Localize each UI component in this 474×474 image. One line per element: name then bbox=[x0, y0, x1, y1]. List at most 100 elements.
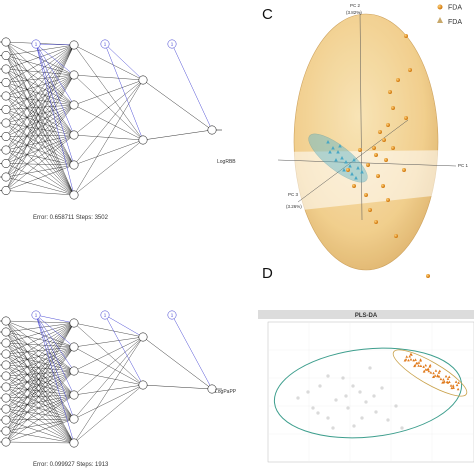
data-point-group1 bbox=[404, 116, 408, 120]
neuron bbox=[1, 105, 11, 114]
data-point-group1 bbox=[346, 168, 350, 172]
bias-edge bbox=[171, 43, 213, 131]
data-point-gray bbox=[341, 376, 345, 380]
data-point-gray bbox=[386, 418, 390, 422]
neuron bbox=[1, 415, 11, 425]
neuron bbox=[138, 380, 148, 390]
bias-node bbox=[31, 310, 41, 320]
neuron bbox=[1, 437, 11, 447]
weight-edge bbox=[5, 136, 75, 196]
data-point-group2 bbox=[336, 150, 340, 154]
weight-edge bbox=[5, 134, 75, 164]
data-point-group1 bbox=[382, 138, 386, 142]
weight-edge bbox=[5, 394, 75, 399]
data-point-gray bbox=[331, 426, 335, 430]
weight-edge bbox=[5, 55, 75, 196]
data-point-orange bbox=[429, 371, 433, 374]
data-point-gray bbox=[364, 400, 368, 404]
data-point-group2 bbox=[338, 144, 342, 148]
legend-orange-marker bbox=[437, 4, 443, 10]
data-point-group1 bbox=[378, 130, 382, 134]
weight-edge bbox=[73, 79, 144, 196]
weight-edge bbox=[5, 164, 75, 191]
bias-node bbox=[100, 39, 110, 49]
pc2-axis bbox=[359, 11, 363, 221]
weight-edge bbox=[5, 134, 75, 178]
data-point-orange bbox=[444, 374, 448, 378]
data-point-gray bbox=[351, 384, 355, 388]
data-point-group1 bbox=[386, 198, 390, 202]
weight-edge bbox=[5, 44, 75, 137]
weight-edge bbox=[5, 109, 75, 196]
weight-edge bbox=[5, 134, 75, 191]
neuron bbox=[1, 316, 11, 326]
data-point-orange bbox=[417, 364, 420, 367]
data-point-orange bbox=[445, 380, 449, 383]
plot-area bbox=[267, 321, 474, 463]
weight-edge bbox=[5, 346, 75, 355]
plsda-title: PLS-DA bbox=[355, 313, 378, 319]
data-point-gray bbox=[311, 406, 315, 410]
weight-edge bbox=[5, 104, 75, 164]
data-point-orange bbox=[412, 358, 415, 362]
neuron bbox=[69, 190, 79, 200]
weight-edge bbox=[5, 370, 75, 421]
neuron bbox=[1, 327, 11, 337]
data-point-group1 bbox=[391, 146, 395, 150]
bias-label: 1 bbox=[104, 42, 107, 47]
weight-edge bbox=[73, 384, 144, 420]
weight-edge bbox=[5, 136, 75, 166]
weight-edge bbox=[5, 44, 75, 178]
bias-edge bbox=[35, 43, 75, 136]
bias-node bbox=[100, 310, 110, 320]
weight-edge bbox=[73, 79, 144, 166]
data-point-group1 bbox=[384, 158, 388, 162]
data-point-gray bbox=[358, 390, 362, 394]
weight-edge bbox=[5, 104, 75, 137]
data-point-orange bbox=[410, 353, 413, 356]
weight-edge bbox=[5, 149, 75, 196]
neuron bbox=[1, 338, 11, 348]
data-point-gray bbox=[296, 396, 300, 400]
weight-edge bbox=[5, 322, 75, 333]
weight-edge bbox=[5, 375, 75, 396]
data-point-group2 bbox=[350, 172, 354, 176]
panel-c-letter: C bbox=[262, 6, 273, 23]
data-point-orange bbox=[437, 375, 441, 378]
weight-edge bbox=[73, 384, 144, 444]
neural-network-a: 1 1 1 LogRBB bbox=[0, 37, 236, 200]
weight-edge bbox=[5, 364, 75, 444]
neuron bbox=[69, 70, 79, 80]
neuron bbox=[69, 318, 79, 328]
data-point-group2 bbox=[328, 150, 332, 154]
weight-edge bbox=[5, 370, 75, 443]
bias-edge bbox=[104, 43, 144, 81]
weight-edge bbox=[5, 55, 75, 136]
data-point-group1 bbox=[408, 68, 412, 72]
data-point-group1 bbox=[376, 174, 380, 178]
legend-item-2: FDA bbox=[448, 19, 462, 26]
weight-edge bbox=[5, 394, 75, 410]
neuron bbox=[1, 186, 11, 195]
neuron bbox=[138, 332, 148, 342]
data-point-group1 bbox=[426, 274, 430, 278]
data-point-orange bbox=[426, 367, 430, 371]
weight-edge bbox=[5, 353, 75, 372]
legend-item-1: FDA bbox=[448, 5, 462, 12]
bias-edge bbox=[171, 314, 213, 390]
weight-edge bbox=[5, 149, 75, 166]
weight-edge bbox=[5, 74, 75, 97]
weight-edge bbox=[5, 44, 75, 83]
weight-edge bbox=[73, 79, 144, 106]
neuron bbox=[138, 75, 148, 85]
bias-edge bbox=[35, 43, 75, 106]
bias-edge bbox=[35, 314, 75, 324]
data-point-orange bbox=[442, 380, 445, 384]
data-point-group1 bbox=[352, 184, 356, 188]
neuron bbox=[1, 118, 11, 128]
weight-edge bbox=[5, 44, 75, 110]
weight-edge bbox=[5, 322, 75, 355]
neuron bbox=[1, 145, 11, 155]
weight-edge bbox=[5, 104, 75, 110]
weight-edge bbox=[5, 163, 75, 196]
